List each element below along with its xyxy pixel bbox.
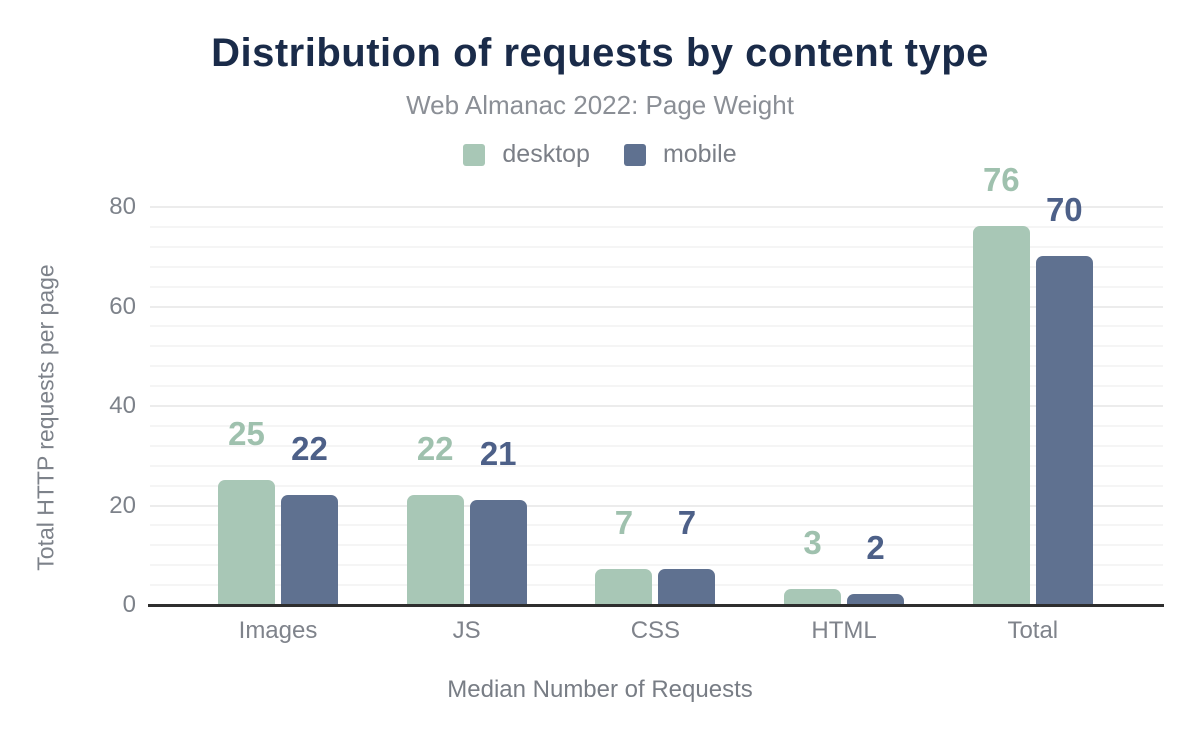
y-tick-label: 0 [122,591,136,618]
y-axis-title: Total HTTP requests per page [32,264,59,571]
minor-gridline [150,564,1163,567]
category-label-html: HTML [811,617,877,644]
minor-gridline [150,345,1163,348]
bar-mobile-css[interactable] [658,569,716,604]
bar-mobile-js[interactable] [469,500,527,604]
category-label-images: Images [238,617,318,644]
bar-desktop-js[interactable] [406,495,464,604]
minor-gridline [150,225,1163,228]
minor-gridline [150,285,1163,288]
bar-desktop-images[interactable] [218,480,275,604]
legend-swatch-desktop [463,143,486,166]
category-label-css: CSS [630,617,681,644]
legend-label: desktop [502,140,590,168]
minor-gridline [150,444,1163,447]
minor-gridline [150,484,1163,487]
minor-gridline [150,584,1163,587]
bar-desktop-css[interactable] [595,569,653,604]
bar-value-label: 7 [614,504,634,541]
minor-gridline [150,464,1163,467]
major-gridline [150,305,1163,308]
category-label-js: JS [452,617,481,644]
minor-gridline [150,424,1163,427]
y-tick-label: 80 [109,193,136,220]
bar-value-label: 25 [228,415,265,452]
bar-value-label: 22 [291,430,328,467]
legend-item-mobile[interactable]: mobile [623,140,737,169]
category-label-total: Total [1007,617,1059,644]
major-gridline [150,206,1163,208]
major-gridline [150,405,1163,407]
minor-gridline [150,544,1163,547]
minor-gridline [150,385,1163,388]
major-gridline [150,504,1163,507]
bar-value-label: 70 [1045,191,1083,228]
legend-swatch-mobile [623,143,646,166]
bar-mobile-total[interactable] [1035,256,1093,604]
y-tick-label: 60 [109,292,136,320]
minor-gridline [150,524,1163,527]
minor-gridline [150,365,1163,368]
legend: desktop mobile [0,140,1200,169]
x-axis-baseline [148,604,1164,607]
bar-value-label: 2 [866,529,885,566]
legend-label: mobile [662,140,737,168]
bar-value-label: 3 [803,524,822,561]
legend-item-desktop[interactable]: desktop [463,140,590,169]
bar-desktop-html[interactable] [784,589,842,604]
bar-value-label: 76 [982,161,1020,198]
bar-value-label: 22 [416,430,454,467]
y-tick-label: 20 [109,491,136,519]
minor-gridline [150,245,1163,248]
bar-value-label: 21 [479,435,517,472]
minor-gridline [150,325,1163,328]
bar-mobile-images[interactable] [281,495,338,604]
bar-desktop-total[interactable] [972,226,1030,604]
bar-value-label: 7 [677,504,697,541]
bar-mobile-html[interactable] [847,594,905,604]
y-tick-label: 40 [109,392,136,419]
chart-subtitle: Web Almanac 2022: Page Weight [406,90,794,120]
minor-gridline [150,265,1163,268]
chart-title: Distribution of requests by content type [211,31,989,75]
x-axis-title: Median Number of Requests [447,676,753,703]
